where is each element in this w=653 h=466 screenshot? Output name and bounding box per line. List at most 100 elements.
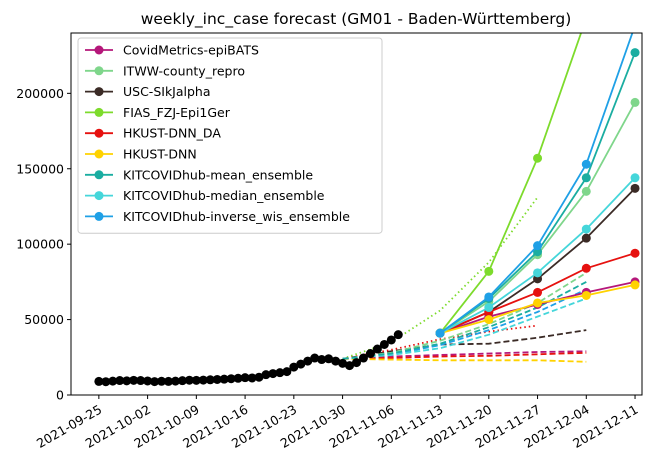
series-point xyxy=(533,298,543,308)
y-axis: 0 50000 100000 150000 200000 xyxy=(16,86,71,403)
legend-label: HKUST-DNN xyxy=(123,147,197,162)
truth-point xyxy=(94,376,104,386)
legend-label: KITCOVIDhub-inverse_wis_ensemble xyxy=(123,209,350,224)
truth-point xyxy=(219,374,229,384)
truth-point xyxy=(261,370,271,380)
truth-point xyxy=(240,373,250,383)
truth-point xyxy=(129,375,139,385)
truth-point xyxy=(150,377,160,387)
truth-point xyxy=(233,373,243,383)
series-point xyxy=(581,233,591,243)
y-tick-label: 150000 xyxy=(16,161,64,176)
truth-point xyxy=(310,353,320,363)
series-point xyxy=(630,280,640,290)
series-point xyxy=(484,303,494,313)
series-line xyxy=(439,33,634,334)
past-forecast-line xyxy=(342,329,587,360)
x-axis: 2021-09-252021-10-022021-10-092021-10-16… xyxy=(34,395,641,451)
series-point xyxy=(435,328,445,338)
legend-label: HKUST-DNN_DA xyxy=(123,126,221,141)
series-point xyxy=(533,153,543,163)
truth-point xyxy=(289,362,299,372)
truth-point xyxy=(191,375,201,385)
past-forecast-line xyxy=(342,357,587,363)
truth-point xyxy=(177,376,187,386)
series-point xyxy=(630,173,640,183)
y-tick-label: 100000 xyxy=(16,237,64,252)
truth-point xyxy=(338,358,348,368)
series-point xyxy=(581,173,591,183)
truth-point xyxy=(379,339,389,349)
legend-swatch-marker xyxy=(94,211,104,221)
truth-point xyxy=(296,359,306,369)
series-point xyxy=(533,268,543,278)
truth-point xyxy=(122,376,132,386)
legend-swatch-marker xyxy=(94,149,104,159)
truth-point xyxy=(205,375,215,385)
truth-point xyxy=(393,330,403,340)
series-point xyxy=(484,292,494,302)
truth-point xyxy=(372,344,382,354)
series-point xyxy=(631,21,640,30)
legend-swatch-marker xyxy=(94,107,104,117)
legend-box xyxy=(77,37,383,234)
legend-label: KITCOVIDhub-median_ensemble xyxy=(123,188,325,203)
series-point xyxy=(484,315,494,325)
series-point xyxy=(630,48,640,58)
truth-point xyxy=(212,374,222,384)
truth-point xyxy=(163,376,173,386)
truth-point xyxy=(115,376,125,386)
truth-point xyxy=(268,369,278,379)
forecast-series xyxy=(435,13,640,338)
truth-point xyxy=(198,375,208,385)
y-tick-label: 0 xyxy=(56,388,64,403)
series-point xyxy=(533,287,543,297)
truth-point xyxy=(352,358,361,368)
truth-point xyxy=(365,349,375,359)
truth-point xyxy=(303,356,313,366)
y-tick-label: 200000 xyxy=(16,86,64,101)
legend-label: KITCOVIDhub-mean_ensemble xyxy=(123,167,313,182)
truth-point xyxy=(170,376,180,386)
chart-title: weekly_inc_case forecast (GM01 - Baden-W… xyxy=(141,10,572,29)
legend-label: CovidMetrics-epiBATS xyxy=(123,43,259,58)
past-forecast-line xyxy=(342,350,587,360)
plot-area xyxy=(94,13,640,387)
truth-point xyxy=(324,354,334,364)
past-forecast-line xyxy=(342,324,538,360)
truth-point xyxy=(282,367,292,377)
legend-label: USC-SIkJalpha xyxy=(123,84,211,99)
y-tick-label: 50000 xyxy=(24,312,64,327)
series-point xyxy=(581,159,591,169)
truth-point xyxy=(101,377,111,387)
truth-point xyxy=(254,372,264,382)
truth-point xyxy=(275,368,285,378)
series-point xyxy=(581,263,591,273)
legend-swatch-marker xyxy=(94,128,104,138)
truth-point xyxy=(331,356,341,366)
plot-frame xyxy=(70,32,643,396)
legend-swatch-marker xyxy=(94,87,104,97)
legend-label: FIAS_FZJ-Epi1Ger xyxy=(123,105,231,120)
legend-swatch-marker xyxy=(94,66,104,76)
legend-swatch-marker xyxy=(94,170,104,180)
series-point xyxy=(630,183,640,193)
legend-swatch-marker xyxy=(94,45,104,55)
legend-label: ITWW-county_repro xyxy=(123,63,245,78)
past-forecast-line xyxy=(342,297,587,360)
truth-point xyxy=(226,374,236,384)
series-point xyxy=(582,13,591,22)
truth-point xyxy=(184,375,194,385)
truth-point xyxy=(345,361,355,371)
series-point xyxy=(630,97,640,107)
series-point xyxy=(484,266,494,276)
past-forecast-line xyxy=(342,351,587,360)
series-point xyxy=(581,224,591,234)
truth-point xyxy=(247,373,257,383)
truth-point xyxy=(317,355,327,365)
truth-point xyxy=(143,376,153,386)
truth-point xyxy=(108,376,118,386)
series-point xyxy=(630,248,640,258)
legend: CovidMetrics-epiBATS ITWW-county_repro USC… xyxy=(77,37,383,234)
